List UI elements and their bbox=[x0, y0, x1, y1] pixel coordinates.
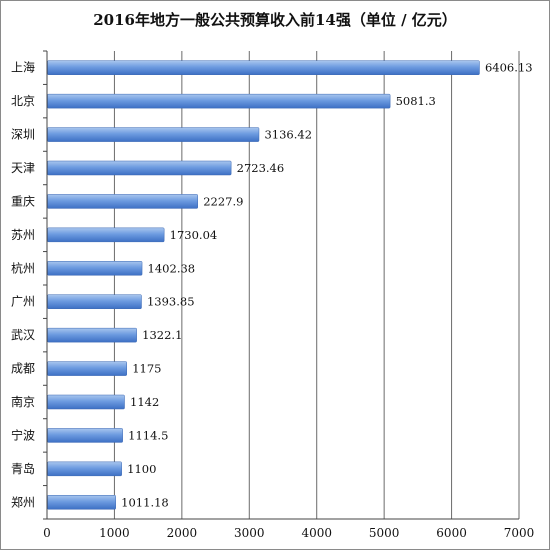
category-label: 广州 bbox=[11, 295, 35, 309]
data-label: 5081.3 bbox=[396, 94, 436, 108]
category-label: 深圳 bbox=[11, 128, 35, 142]
bar-苏州 bbox=[47, 227, 165, 243]
data-label: 2227.9 bbox=[203, 194, 243, 208]
category-label: 南京 bbox=[11, 394, 35, 409]
category-label: 成都 bbox=[11, 362, 35, 376]
x-tick-label: 3000 bbox=[234, 526, 265, 540]
bar-宁波 bbox=[47, 428, 123, 443]
data-label: 1730.04 bbox=[170, 228, 218, 242]
x-tick-label: 6000 bbox=[436, 526, 467, 540]
data-label: 3136.42 bbox=[264, 128, 312, 142]
category-label: 天津 bbox=[11, 161, 35, 175]
bars bbox=[47, 60, 480, 510]
data-label: 6406.13 bbox=[485, 61, 533, 75]
data-label: 1100 bbox=[127, 462, 156, 476]
data-label: 2723.46 bbox=[237, 161, 285, 175]
category-label: 武汉 bbox=[11, 328, 35, 342]
category-label: 杭州 bbox=[11, 260, 35, 275]
data-label: 1322.1 bbox=[142, 328, 182, 342]
x-tick-label: 0 bbox=[43, 526, 51, 540]
category-label: 青岛 bbox=[11, 461, 35, 476]
data-label: 1011.18 bbox=[121, 495, 169, 509]
x-tick-label: 7000 bbox=[504, 526, 535, 540]
data-label: 1142 bbox=[130, 395, 159, 409]
category-label: 郑州 bbox=[11, 494, 35, 509]
x-tick-label: 2000 bbox=[167, 526, 198, 540]
data-label: 1402.38 bbox=[148, 261, 196, 275]
axes bbox=[43, 50, 519, 520]
bar-青岛 bbox=[47, 461, 122, 477]
gridlines bbox=[46, 51, 520, 519]
bar-武汉 bbox=[47, 327, 137, 343]
labels: 0 1000 2000 3000 4000 5000 6000 7000 上海 6406.13 北京… bbox=[11, 60, 534, 540]
bar-上海 bbox=[47, 60, 480, 75]
bar-广州 bbox=[47, 294, 142, 309]
bar-郑州 bbox=[47, 495, 116, 510]
category-label: 北京 bbox=[11, 94, 35, 108]
chart-title: 2016年地方一般公共预算收入前14强（单位 / 亿元） bbox=[93, 11, 457, 29]
bar-南京 bbox=[47, 394, 125, 410]
bar-杭州 bbox=[47, 261, 143, 276]
x-tick-label: 5000 bbox=[369, 526, 400, 540]
data-label: 1393.85 bbox=[147, 295, 195, 309]
bar-天津 bbox=[47, 160, 232, 176]
bar-重庆 bbox=[47, 194, 198, 209]
bar-深圳 bbox=[47, 127, 260, 142]
data-label: 1114.5 bbox=[128, 428, 168, 442]
category-label: 苏州 bbox=[11, 228, 35, 242]
category-label: 宁波 bbox=[11, 427, 35, 442]
data-label: 1175 bbox=[132, 362, 161, 376]
bar-成都 bbox=[47, 361, 127, 376]
x-tick-label: 1000 bbox=[99, 526, 130, 540]
bar-北京 bbox=[47, 93, 391, 109]
category-label: 重庆 bbox=[11, 194, 35, 208]
category-label: 上海 bbox=[11, 60, 35, 75]
x-tick-label: 4000 bbox=[301, 526, 332, 540]
